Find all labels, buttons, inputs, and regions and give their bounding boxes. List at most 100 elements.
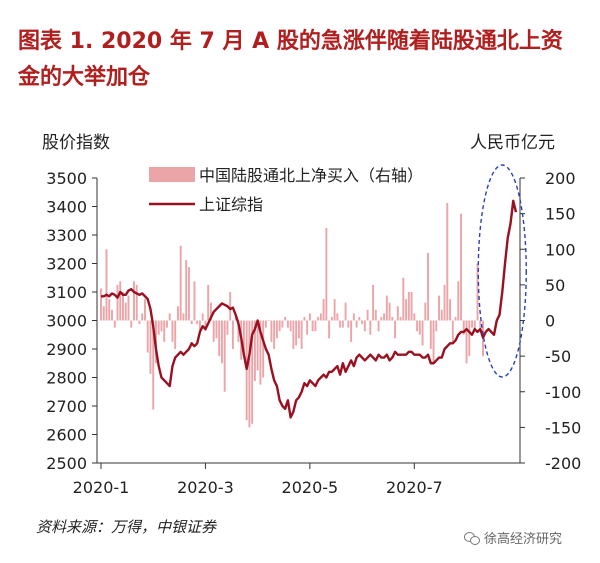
y-right-tick-label: 50 (545, 276, 565, 295)
bar (256, 320, 259, 371)
y-left-tick-label: 2900 (46, 340, 87, 359)
bar (168, 313, 171, 321)
bar (424, 302, 427, 321)
bar (116, 284, 119, 321)
x-tick-label: 2020-1 (73, 478, 130, 497)
bar (133, 281, 135, 321)
bar (185, 259, 188, 321)
bar (352, 313, 355, 321)
bar (432, 320, 435, 364)
y-right-tick-label: -50 (545, 347, 571, 366)
bar (427, 252, 430, 321)
bar (144, 299, 146, 321)
bar (108, 299, 111, 321)
bar (339, 320, 342, 328)
bar (119, 281, 122, 321)
y-left-tick-label: 2700 (46, 397, 87, 416)
bar (160, 320, 163, 332)
bar (325, 227, 328, 321)
bar (113, 320, 116, 328)
bar (366, 309, 369, 321)
bar (407, 292, 410, 321)
bar (248, 320, 251, 428)
bar (193, 281, 196, 321)
bar (457, 281, 460, 321)
bar-series-group (100, 202, 484, 428)
bar (451, 320, 454, 342)
bar (308, 313, 311, 321)
bar (435, 320, 438, 332)
y-right-tick-label: 200 (545, 169, 576, 188)
bar (385, 295, 388, 321)
legend: 中国陆股通北上净买入（右轴） 上证综指 (149, 166, 423, 214)
wechat-icon (464, 531, 480, 545)
bar (429, 320, 432, 349)
bar (212, 320, 215, 342)
bar (297, 320, 300, 339)
bar (358, 316, 361, 321)
bar (174, 320, 177, 349)
bar (454, 316, 457, 321)
line-series-group (101, 199, 518, 419)
bar (363, 320, 366, 332)
bar (122, 292, 124, 321)
bar (281, 320, 284, 328)
bar (303, 316, 306, 321)
y-left-tick-label: 3300 (46, 226, 87, 245)
bar (190, 320, 193, 325)
y-left-tick-label: 2800 (46, 369, 87, 388)
legend-label-line: 上证综指 (199, 195, 263, 214)
annotation-group (477, 164, 527, 378)
y-right-tick-label: 0 (545, 312, 555, 331)
bar (314, 320, 317, 332)
bar (138, 320, 141, 325)
bar (207, 284, 210, 321)
bar (102, 306, 105, 321)
bar (333, 299, 336, 321)
bar (196, 320, 199, 325)
watermark: 徐高经济研究 (464, 528, 562, 547)
bar (443, 284, 446, 321)
highlight-ellipse (477, 164, 527, 378)
bar (166, 320, 168, 328)
bar (270, 320, 273, 342)
bar (220, 320, 223, 364)
bar (317, 316, 320, 321)
bar (319, 313, 322, 321)
bar (234, 316, 237, 321)
bar (157, 320, 160, 335)
bar (229, 292, 232, 321)
bar (394, 320, 397, 339)
bar (341, 320, 344, 328)
y-left-tick-label: 2600 (46, 426, 87, 445)
bar (391, 316, 394, 321)
bar (413, 313, 416, 321)
bar (163, 320, 166, 342)
y-left-tick-label: 3100 (46, 283, 87, 302)
bar (209, 302, 212, 321)
bar (245, 320, 248, 421)
bar (361, 320, 364, 325)
bar (284, 316, 287, 321)
bar (218, 320, 221, 357)
bar (251, 320, 254, 424)
y-left-tick-label: 3200 (46, 255, 87, 274)
bar (355, 320, 358, 328)
bar (141, 313, 144, 321)
bar (100, 288, 102, 321)
y-axis-left-label: 股价指数 (42, 133, 110, 153)
bar (289, 320, 292, 332)
bar (253, 320, 256, 382)
bar (383, 313, 386, 321)
bar (380, 316, 383, 321)
y-left-tick-label: 3500 (46, 169, 87, 188)
bar (273, 320, 276, 349)
bar (237, 320, 240, 342)
bar (124, 302, 127, 321)
bar (286, 320, 289, 328)
bar (179, 245, 182, 321)
chart-title-line-1: 图表 1. 2020 年 7 月 A 股的急涨伴随着陆股通北上资 (18, 29, 563, 54)
bar (264, 320, 267, 328)
chart-title: 图表 1. 2020 年 7 月 A 股的急涨伴随着陆股通北上资 金的大举加仓 (18, 24, 588, 96)
bar (460, 213, 462, 321)
